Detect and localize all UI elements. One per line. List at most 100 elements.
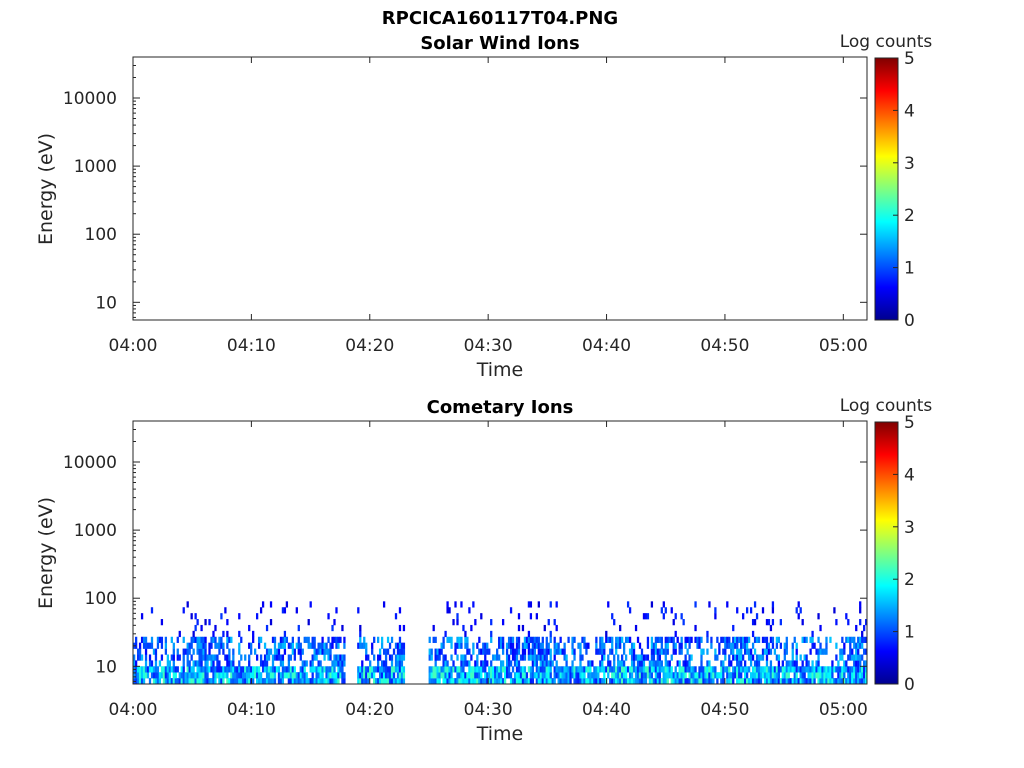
spectrogram-cell bbox=[740, 636, 743, 643]
spectrogram-cell bbox=[861, 666, 864, 673]
spectrogram-cell bbox=[248, 654, 251, 661]
spectrogram-cell bbox=[378, 678, 382, 685]
spectrogram-cell bbox=[761, 666, 765, 673]
spectrogram-cell bbox=[686, 636, 689, 643]
spectrogram-cell bbox=[694, 636, 697, 643]
spectrogram-cell bbox=[720, 660, 723, 667]
spectrogram-cell bbox=[837, 660, 840, 667]
spectrogram-cell bbox=[468, 660, 471, 667]
spectrogram-cell bbox=[771, 678, 775, 685]
spectrogram-cell bbox=[204, 666, 207, 673]
spectrogram-cell bbox=[714, 648, 717, 655]
spectrogram-cell bbox=[365, 672, 368, 679]
spectrogram-cell bbox=[638, 666, 642, 673]
spectrogram-cell bbox=[194, 660, 197, 667]
spectrogram-cell bbox=[281, 636, 285, 643]
spectrogram-cell bbox=[200, 660, 203, 667]
spectrogram-cell bbox=[654, 666, 658, 673]
spectrogram-cell bbox=[547, 672, 550, 679]
spectrogram-cell bbox=[509, 672, 513, 679]
spectrogram-cell bbox=[630, 672, 634, 679]
spectrogram-cell bbox=[718, 672, 721, 679]
spectrogram-cell bbox=[805, 678, 808, 685]
spectrogram-cell bbox=[269, 666, 273, 673]
spectrogram-cell bbox=[136, 678, 140, 685]
spectrogram-cell bbox=[638, 654, 642, 661]
spectrogram-cell bbox=[226, 630, 229, 638]
spectrogram-cell bbox=[851, 654, 854, 661]
spectrogram-cell bbox=[363, 678, 366, 685]
spectrogram-cell bbox=[545, 660, 548, 667]
spectrogram-cell bbox=[791, 648, 794, 655]
spectrogram-cell bbox=[172, 672, 175, 679]
spectrogram-cell bbox=[186, 678, 189, 685]
spectrogram-cell bbox=[696, 642, 699, 649]
spectrogram-cell bbox=[440, 648, 443, 655]
spectrogram-cell bbox=[226, 660, 229, 667]
spectrogram-cell bbox=[166, 678, 169, 685]
spectrogram-cell bbox=[273, 666, 277, 673]
spectrogram-cell bbox=[757, 666, 761, 673]
spectrogram-cell bbox=[630, 666, 634, 673]
spectrogram-cell bbox=[855, 678, 858, 685]
spectrogram-cell bbox=[716, 654, 719, 661]
spectrogram-cell bbox=[547, 678, 550, 685]
spectrogram-cell bbox=[817, 660, 820, 667]
spectrogram-cell bbox=[678, 678, 681, 685]
spectrogram-cell bbox=[736, 636, 739, 643]
spectrogram-cell bbox=[529, 613, 533, 620]
spectrogram-cell bbox=[622, 648, 626, 655]
spectrogram-cell bbox=[607, 636, 610, 643]
spectrogram-cell bbox=[244, 672, 247, 679]
spectrogram-cell bbox=[642, 672, 646, 679]
spectrogram-cell bbox=[341, 660, 344, 667]
spectrogram-cell bbox=[182, 607, 185, 614]
spectrogram-cell bbox=[684, 654, 687, 661]
spectrogram-cell bbox=[255, 672, 259, 679]
spectrogram-cell bbox=[656, 660, 659, 667]
spectrogram-cell bbox=[648, 666, 652, 673]
spectrogram-cell bbox=[182, 648, 185, 655]
spectrogram-cell bbox=[521, 666, 525, 673]
spectrogram-cell bbox=[234, 666, 237, 673]
spectrogram-cell bbox=[198, 648, 201, 655]
spectrogram-cell bbox=[527, 630, 531, 638]
spectrogram-cell bbox=[301, 660, 304, 667]
spectrogram-cell bbox=[573, 666, 576, 673]
spectrogram-cell bbox=[509, 642, 513, 649]
spectrogram-cell bbox=[198, 660, 201, 667]
spectrogram-cell bbox=[710, 666, 713, 673]
spectrogram-cell bbox=[134, 678, 138, 685]
spectrogram-cell bbox=[154, 660, 158, 667]
spectrogram-cell bbox=[472, 648, 475, 655]
spectrogram-cell bbox=[224, 672, 227, 679]
spectrogram-cell bbox=[811, 666, 814, 673]
spectrogram-cell bbox=[192, 666, 195, 673]
spectrogram-cell bbox=[837, 672, 840, 679]
spectrogram-cell bbox=[301, 648, 304, 655]
spectrogram-cell bbox=[250, 672, 253, 679]
spectrogram-cell bbox=[174, 672, 177, 679]
spectrogram-cell bbox=[228, 648, 231, 655]
spectrogram-cell bbox=[373, 654, 376, 661]
spectrogram-cell bbox=[357, 678, 360, 685]
spectrogram-cell bbox=[248, 666, 251, 673]
spectrogram-cell bbox=[206, 654, 209, 661]
spectrogram-cell bbox=[658, 648, 661, 655]
spectrogram-cell bbox=[196, 619, 199, 626]
spectrogram-cell bbox=[480, 678, 483, 685]
spectrogram-cell bbox=[283, 630, 287, 638]
spectrogram-cell bbox=[805, 654, 808, 661]
spectrogram-cell bbox=[281, 678, 285, 685]
spectrogram-cell bbox=[541, 666, 544, 673]
spectrogram-cell bbox=[656, 666, 659, 673]
spectrogram-cell bbox=[761, 636, 765, 643]
spectrogram-cell bbox=[773, 678, 777, 685]
spectrogram-cell bbox=[232, 666, 235, 673]
spectrogram-cell bbox=[494, 666, 497, 673]
spectrogram-cell bbox=[488, 648, 491, 655]
spectrogram-cell bbox=[859, 601, 862, 608]
spectrogram-cell bbox=[777, 660, 781, 667]
